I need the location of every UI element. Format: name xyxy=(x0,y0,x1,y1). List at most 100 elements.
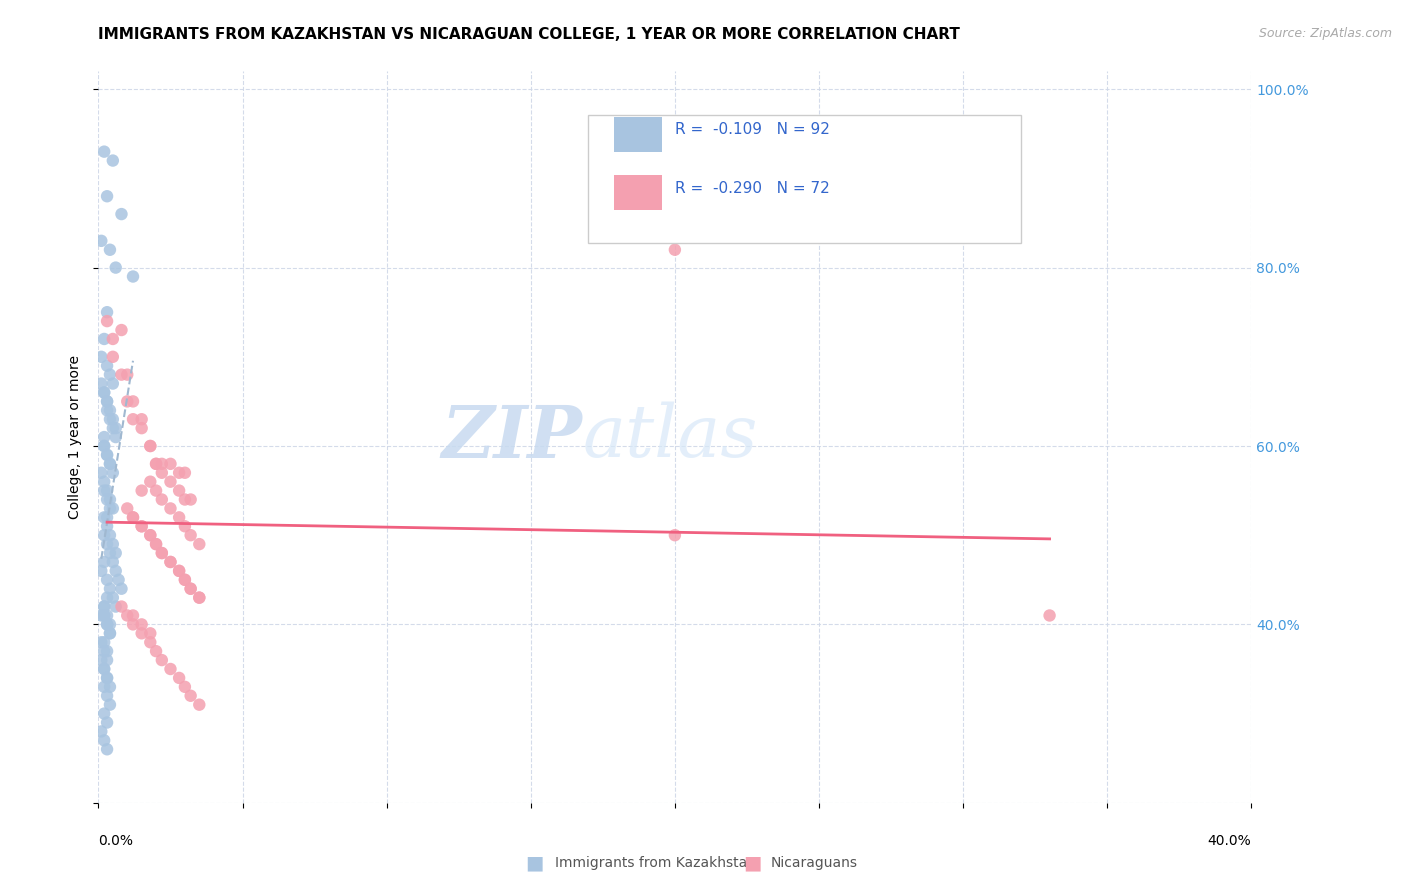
Point xyxy=(96,573,118,587)
Point xyxy=(98,492,121,507)
Point xyxy=(98,582,121,596)
Point xyxy=(104,430,127,444)
Point xyxy=(98,243,121,257)
Point xyxy=(93,608,115,623)
Point xyxy=(98,626,121,640)
Point xyxy=(122,412,145,426)
Point xyxy=(131,412,153,426)
Point xyxy=(122,510,145,524)
Point xyxy=(167,466,190,480)
Point xyxy=(131,483,153,498)
Point xyxy=(98,412,121,426)
Point xyxy=(98,457,121,471)
Point xyxy=(93,599,115,614)
Text: R =  -0.109   N = 92: R = -0.109 N = 92 xyxy=(675,122,830,137)
Point xyxy=(664,528,686,542)
Point xyxy=(150,466,173,480)
FancyBboxPatch shape xyxy=(588,115,1021,244)
Point xyxy=(90,635,112,649)
Point xyxy=(159,457,181,471)
Text: ■: ■ xyxy=(742,853,762,872)
Point xyxy=(174,466,197,480)
Point xyxy=(93,662,115,676)
FancyBboxPatch shape xyxy=(614,175,662,211)
Point xyxy=(90,564,112,578)
Point xyxy=(1038,608,1062,623)
Point xyxy=(93,332,115,346)
Point xyxy=(167,564,190,578)
Point xyxy=(96,617,118,632)
Point xyxy=(180,492,202,507)
Point xyxy=(167,510,190,524)
Point xyxy=(167,564,190,578)
Point xyxy=(150,546,173,560)
Point xyxy=(96,359,118,373)
Point xyxy=(139,635,162,649)
Point xyxy=(159,662,181,676)
Point xyxy=(90,376,112,391)
Point xyxy=(93,385,115,400)
Point xyxy=(93,439,115,453)
Point xyxy=(122,510,145,524)
Point xyxy=(101,153,124,168)
Point xyxy=(98,368,121,382)
Point xyxy=(104,260,127,275)
Point xyxy=(96,608,118,623)
Point xyxy=(101,350,124,364)
Point xyxy=(174,573,197,587)
Point xyxy=(96,394,118,409)
Point xyxy=(145,644,167,658)
Point xyxy=(117,394,139,409)
Point xyxy=(150,653,173,667)
Point xyxy=(139,439,162,453)
Point xyxy=(159,555,181,569)
Point xyxy=(96,448,118,462)
Point xyxy=(101,555,124,569)
Point xyxy=(98,501,121,516)
Point xyxy=(150,492,173,507)
Point xyxy=(98,546,121,560)
Point xyxy=(174,680,197,694)
Point xyxy=(90,234,112,248)
FancyBboxPatch shape xyxy=(614,117,662,152)
Text: 0.0%: 0.0% xyxy=(98,834,134,848)
Text: R =  -0.290   N = 72: R = -0.290 N = 72 xyxy=(675,181,830,196)
Point xyxy=(96,671,118,685)
Point xyxy=(174,519,197,533)
Text: atlas: atlas xyxy=(582,401,758,473)
Point xyxy=(93,430,115,444)
Point xyxy=(98,626,121,640)
Point xyxy=(139,528,162,542)
Point xyxy=(110,582,132,596)
Point xyxy=(98,457,121,471)
Point xyxy=(167,671,190,685)
Point xyxy=(93,608,115,623)
Text: ■: ■ xyxy=(524,853,544,872)
Point xyxy=(188,537,211,551)
Point xyxy=(98,617,121,632)
Point xyxy=(104,546,127,560)
Text: Source: ZipAtlas.com: Source: ZipAtlas.com xyxy=(1258,27,1392,40)
Point xyxy=(93,385,115,400)
Point xyxy=(96,483,118,498)
Point xyxy=(96,644,118,658)
Point xyxy=(180,528,202,542)
Point xyxy=(96,537,118,551)
Point xyxy=(117,368,139,382)
Point xyxy=(139,528,162,542)
Point xyxy=(104,564,127,578)
Point xyxy=(188,698,211,712)
Point xyxy=(96,742,118,756)
Point xyxy=(139,439,162,453)
Point xyxy=(93,555,115,569)
Point xyxy=(93,475,115,489)
Point xyxy=(101,421,124,435)
Point xyxy=(145,457,167,471)
Point xyxy=(104,599,127,614)
Point xyxy=(159,501,181,516)
Point xyxy=(131,519,153,533)
Point xyxy=(90,350,112,364)
Point xyxy=(101,412,124,426)
Point xyxy=(90,724,112,739)
Point xyxy=(145,457,167,471)
